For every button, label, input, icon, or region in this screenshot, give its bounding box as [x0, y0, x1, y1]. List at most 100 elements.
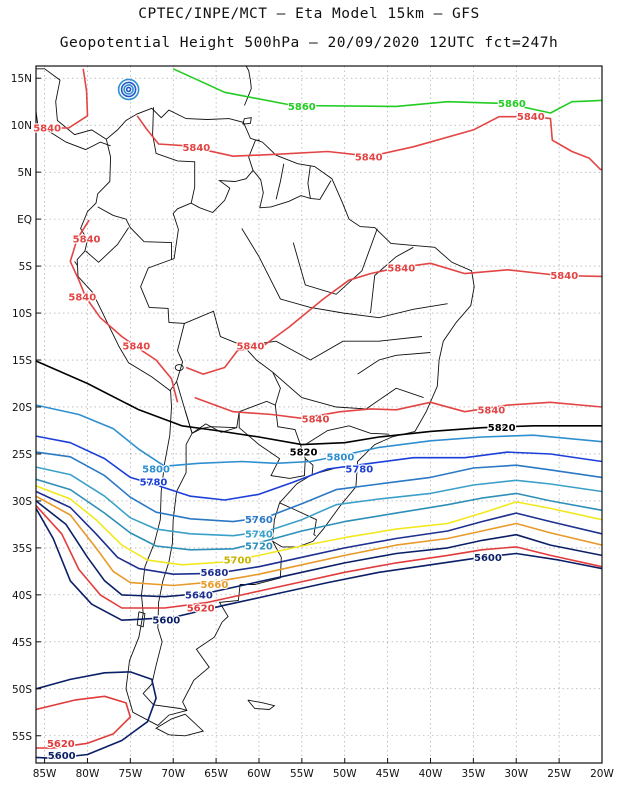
low-ring — [125, 86, 132, 93]
contour-5700 — [36, 485, 602, 566]
lon-tick-label: 25W — [547, 768, 571, 780]
south-america-coast — [76, 107, 475, 726]
guyana-borders — [252, 170, 332, 209]
lat-tick-label: 35S — [12, 543, 32, 555]
uruguay-west — [272, 502, 281, 539]
lat-tick-label: 15N — [11, 73, 32, 85]
french-guiana — [307, 165, 311, 199]
contour-label: 5640 — [185, 590, 213, 601]
colombia-south — [97, 202, 192, 261]
lon-tick-label: 30W — [504, 768, 528, 780]
trinidad — [242, 117, 252, 125]
lat-tick-label: 20S — [12, 402, 32, 414]
lon-tick-label: 55W — [290, 768, 314, 780]
contour-5620-south — [36, 695, 132, 749]
central-america-pacific — [36, 106, 111, 151]
contour-5600-south — [36, 671, 157, 760]
contour-label: 5840 — [68, 293, 96, 304]
lat-tick-label: 15S — [12, 355, 32, 367]
lon-tick-label: 50W — [333, 768, 357, 780]
contour-label: 5620 — [47, 739, 75, 750]
contour-5840-north-b — [136, 115, 602, 171]
lon-tick-label: 60W — [247, 768, 271, 780]
map-subtitle: Geopotential Height 500hPa – 20/09/2020 … — [59, 35, 559, 51]
contour-label: 5860 — [498, 99, 526, 110]
map-frame — [35, 65, 603, 764]
contour-label: 5700 — [224, 556, 252, 567]
peru-brazil — [140, 259, 185, 392]
contour-5600 — [36, 508, 602, 621]
contour-label: 5600 — [474, 553, 502, 564]
contour-label: 5840 — [477, 405, 505, 416]
contour-label: 5600 — [48, 751, 76, 762]
suriname — [275, 163, 285, 200]
puerto-rico — [197, 45, 211, 50]
lon-tick-label: 45W — [376, 768, 400, 780]
ecuador-peru — [85, 227, 129, 263]
lat-tick-label: 25S — [12, 449, 32, 461]
contour-label: 5840 — [182, 143, 210, 154]
contour-label: 5840 — [302, 415, 330, 426]
paraguay — [238, 405, 306, 479]
contour-label: 5840 — [550, 271, 578, 282]
axis-ticks: 15N10N5NEQ5S10S15S20S25S30S35S40S45S50S5… — [11, 73, 615, 780]
contour-label: 5780 — [140, 478, 168, 489]
contour-5720 — [36, 478, 602, 551]
falklands — [247, 699, 276, 710]
low-pressure-center — [117, 78, 140, 101]
lon-tick-label: 75W — [118, 768, 142, 780]
contour-label: 5840 — [355, 153, 383, 164]
tierra-del-fuego — [155, 713, 205, 737]
lon-tick-label: 80W — [76, 768, 100, 780]
contour-5740 — [36, 466, 602, 537]
contour-5840-central — [185, 262, 602, 375]
galapagos-coast-island — [74, 261, 78, 266]
low-ring — [117, 78, 140, 101]
lon-tick-label: 35W — [461, 768, 485, 780]
lat-tick-label: 40S — [12, 590, 32, 602]
contour-5660 — [36, 495, 602, 587]
map-title: CPTEC/INPE/MCT – Eta Model 15km – GFS — [138, 6, 480, 22]
contour-label: 5840 — [236, 341, 264, 352]
lon-tick-label: 65W — [204, 768, 228, 780]
low-ring — [123, 84, 134, 95]
lon-tick-label: 85W — [33, 768, 57, 780]
contour-label: 5820 — [488, 423, 516, 434]
lat-tick-label: 30S — [12, 496, 32, 508]
contour-label: 5840 — [387, 263, 415, 274]
lat-tick-label: 5S — [19, 261, 33, 273]
cuba-hispaniola — [135, 32, 186, 49]
lat-tick-label: 55S — [12, 731, 32, 743]
brazil-states-7 — [370, 246, 414, 314]
contour-label: 5800 — [142, 464, 170, 475]
contour-label: 5600 — [152, 616, 180, 627]
contour-5840-peru — [69, 219, 179, 403]
contour-label: 5840 — [517, 112, 545, 123]
contour-5820 — [36, 360, 602, 446]
contour-label: 5740 — [245, 529, 273, 540]
contour-label: 5820 — [290, 448, 318, 459]
uruguay — [279, 502, 317, 537]
lake-titicaca — [174, 364, 184, 371]
contour-label: 5720 — [245, 542, 273, 553]
contour-5760 — [36, 451, 602, 523]
contour-5840-south — [194, 396, 602, 420]
brazil-states-2 — [292, 228, 378, 295]
height-contours — [36, 68, 602, 760]
contour-label: 5680 — [200, 568, 228, 579]
lat-tick-label: EQ — [17, 214, 32, 226]
contour-label: 5840 — [33, 123, 61, 134]
venezuela-brazil — [199, 170, 254, 214]
lon-tick-label: 40W — [419, 768, 443, 780]
brazil-states-3 — [243, 336, 422, 361]
contour-label: 5840 — [122, 341, 150, 352]
chiloe — [136, 611, 146, 628]
low-ring — [120, 81, 137, 98]
contour-5640 — [36, 500, 602, 598]
lon-tick-label: 70W — [161, 768, 185, 780]
contour-5860 — [172, 68, 602, 114]
contour-5800 — [36, 404, 602, 467]
lat-tick-label: 10N — [11, 120, 32, 132]
contour-label: 5840 — [73, 234, 101, 245]
